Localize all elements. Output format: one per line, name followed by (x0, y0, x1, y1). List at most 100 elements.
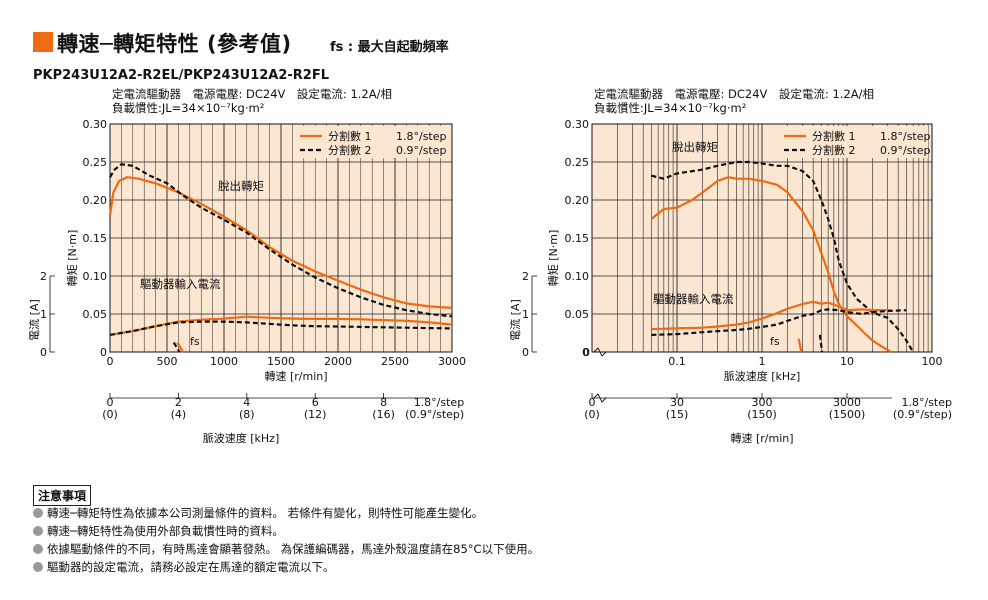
driver-current-label: 驅動器輸入電流 (140, 277, 221, 291)
bullet-icon (33, 544, 43, 554)
bullet-icon (33, 562, 43, 572)
x-axis-label: 脈波速度 [kHz] (724, 369, 801, 383)
x-tick-label: 3000 (438, 355, 466, 368)
secondary-axis-unit-sub: (0.9°/step) (405, 408, 464, 421)
axis-break-mark (593, 393, 607, 403)
note-item: 轉速─轉矩特性為依據本公司測量條件的資料。 若條件有變化，則特性可能產生變化。 (33, 505, 483, 521)
x-tick-label: 500 (157, 355, 178, 368)
note-text: 依據驅動條件的不同，有時馬達會顯著發熱。 為保護編碼器，馬達外殼溫度請在85°C… (47, 542, 540, 556)
legend-label: 分割數 2 (812, 143, 856, 157)
torque-tick-label: 0.10 (565, 270, 590, 283)
note-text: 轉速─轉矩特性為依據本公司測量條件的資料。 若條件有變化，則特性可能產生變化。 (47, 506, 484, 520)
torque-tick-label: 0.10 (83, 270, 108, 283)
current-curve-half-step (651, 308, 907, 336)
current-tick-label: 1 (40, 308, 47, 321)
x-tick-label: 10 (840, 355, 854, 368)
secondary-tick-sublabel: (12) (304, 408, 327, 421)
secondary-tick-sublabel: (0) (102, 408, 118, 421)
torque-curve-full-step (650, 176, 892, 353)
secondary-tick-label: 8 (380, 396, 387, 409)
torque-tick-label: 0.30 (565, 118, 590, 131)
current-tick-label: 2 (522, 270, 529, 283)
driver-current-label: 驅動器輸入電流 (653, 292, 734, 306)
secondary-tick-label: 3000 (833, 396, 861, 409)
torque-tick-label: 0.30 (83, 118, 108, 131)
legend-label: 分割數 2 (328, 143, 372, 157)
secondary-tick-sublabel: (15) (666, 408, 689, 421)
current-tick-label: 1 (522, 308, 529, 321)
secondary-tick-sublabel: (8) (239, 408, 255, 421)
torque-curve-full-step (108, 176, 453, 309)
secondary-axis-label: 轉速 [r/min] (730, 432, 793, 445)
secondary-tick-label: 30 (670, 396, 684, 409)
secondary-tick-label: 4 (243, 396, 250, 409)
fs-line-full-step (176, 341, 184, 353)
test-condition: 定電流驅動器 電源電壓: DC24V 設定電流: 1.2A/相 (112, 87, 392, 101)
fs-definition: fs : 最大自起動頻率 (330, 40, 449, 55)
x-tick-label: 0.1 (668, 355, 686, 368)
fs-line-half-step (818, 334, 824, 353)
secondary-axis-label: 脈波速度 [kHz] (203, 431, 280, 445)
torque-tick-label: 0.20 (83, 194, 108, 207)
x-tick-label: 1 (759, 355, 766, 368)
current-tick-label: 0 (522, 346, 529, 359)
legend-step: 0.9°/step (880, 144, 931, 157)
note-item: 轉速─轉矩特性為使用外部負載慣性時的資料。 (33, 523, 284, 539)
x-tick-label: 100 (922, 355, 943, 368)
x-tick-label: 1500 (267, 355, 295, 368)
axis-break-mark (593, 347, 607, 357)
legend-step: 0.9°/step (396, 144, 447, 157)
secondary-tick-sublabel: (16) (372, 408, 395, 421)
torque-tick-label: 0.20 (565, 194, 590, 207)
x-origin-label: 0 (583, 346, 590, 359)
fs-line-half-step (172, 341, 181, 353)
torque-tick-label: 0.05 (83, 308, 108, 321)
bullet-icon (33, 526, 43, 536)
plot-frame (109, 123, 453, 353)
secondary-axis-unit: 1.8°/step (902, 396, 953, 409)
secondary-axis-unit-sub: (0.9°/step) (893, 408, 952, 421)
note-text: 驅動器的設定電流，請務必設定在馬達的額定電流以下。 (47, 560, 335, 574)
secondary-tick-label: 300 (752, 396, 773, 409)
current-axis-label: 電流 [A] (27, 299, 41, 341)
torque-tick-label: 0.15 (565, 232, 590, 245)
torque-tick-label: 0 (100, 346, 107, 359)
test-condition: 定電流驅動器 電源電壓: DC24V 設定電流: 1.2A/相 (594, 87, 874, 101)
model-number: PKP243U12A2-R2EL/PKP243U12A2-R2FL (33, 68, 330, 83)
torque-axis-label: 轉矩 [N·m] (547, 230, 560, 287)
bullet-icon (33, 508, 43, 518)
x-tick-label: 0 (107, 355, 114, 368)
legend-background (294, 126, 444, 158)
current-curve-half-step (109, 320, 453, 336)
current-tick-label: 0 (40, 346, 47, 359)
legend-step: 1.8°/step (880, 130, 931, 143)
secondary-tick-sublabel: (4) (171, 408, 187, 421)
note-text: 轉速─轉矩特性為使用外部負載慣性時的資料。 (47, 524, 284, 538)
torque-curve-half-step (109, 163, 453, 318)
fs-label: fs (770, 335, 780, 348)
plot-frame (591, 123, 933, 353)
torque-axis-label: 轉矩 [N·m] (66, 230, 79, 287)
secondary-tick-sublabel: (0) (584, 408, 600, 421)
current-axis-label: 電流 [A] (508, 299, 522, 341)
test-condition: 負載慣性:JL=34×10⁻⁷kg·m² (594, 101, 746, 115)
torque-tick-label: 0 (582, 346, 589, 359)
fs-line-full-step (797, 338, 803, 353)
current-curve-full-step (651, 300, 892, 331)
note-item: 依據驅動條件的不同，有時馬達會顯著發熱。 為保護編碼器，馬達外殼溫度請在85°C… (33, 541, 539, 557)
secondary-tick-label: 6 (312, 396, 319, 409)
legend-step: 1.8°/step (396, 130, 447, 143)
torque-curve-half-step (651, 160, 915, 353)
legend-background (778, 126, 928, 158)
secondary-tick-sublabel: (1500) (829, 408, 866, 421)
secondary-axis-unit: 1.8°/step (414, 396, 465, 409)
torque-tick-label: 0.25 (83, 156, 108, 169)
torque-tick-label: 0.05 (565, 308, 590, 321)
x-tick-label: 1000 (210, 355, 238, 368)
pullout-torque-label: 脫出轉矩 (672, 140, 718, 154)
secondary-tick-label: 0 (589, 396, 596, 409)
x-axis-label: 轉速 [r/min] (264, 370, 327, 383)
torque-tick-label: 0.25 (565, 156, 590, 169)
legend-label: 分割數 1 (812, 129, 856, 143)
